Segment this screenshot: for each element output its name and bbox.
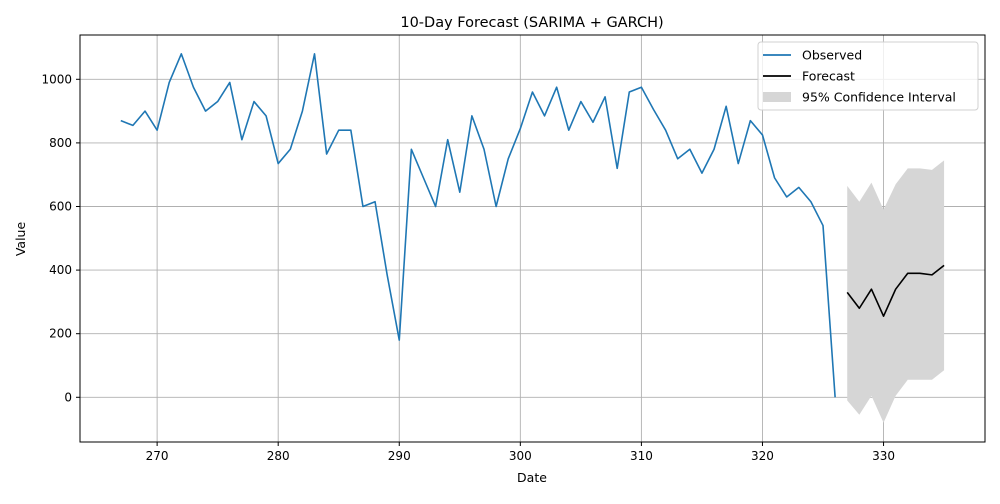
legend-label: 95% Confidence Interval <box>802 90 956 105</box>
y-tick-label: 400 <box>49 263 72 277</box>
x-tick-label: 270 <box>146 449 169 463</box>
y-tick-label: 800 <box>49 136 72 150</box>
confidence-interval-band <box>847 160 945 423</box>
legend-box <box>757 41 979 111</box>
observed-line <box>120 53 836 398</box>
axes <box>76 34 986 446</box>
y-tick-label: 0 <box>64 390 72 404</box>
confidence-band <box>847 160 945 423</box>
legend-label: Observed <box>802 48 862 63</box>
legend-swatch-patch <box>763 92 791 102</box>
chart-title: 10-Day Forecast (SARIMA + GARCH) <box>400 15 663 31</box>
legend-label: Forecast <box>802 69 855 84</box>
series-lines <box>120 53 945 398</box>
y-tick-label: 200 <box>49 327 72 341</box>
tick-labels: 270 280 290 300 310 320 330 0 200 400 600 800 1000 <box>41 72 895 463</box>
x-tick-label: 310 <box>630 449 653 463</box>
gridlines <box>80 35 985 442</box>
x-axis-label: Date <box>517 470 547 485</box>
x-tick-label: 290 <box>388 449 411 463</box>
legend: Observed Forecast 95% Confidence Interval <box>757 41 979 111</box>
x-tick-label: 320 <box>751 449 774 463</box>
x-tick-label: 300 <box>509 449 532 463</box>
forecast-line <box>846 264 945 318</box>
plot-frame <box>79 34 986 443</box>
y-tick-label: 600 <box>49 199 72 213</box>
y-axis-label: Value <box>13 222 28 257</box>
x-tick-label: 330 <box>872 449 895 463</box>
x-tick-label: 280 <box>267 449 290 463</box>
y-tick-label: 1000 <box>41 72 72 86</box>
